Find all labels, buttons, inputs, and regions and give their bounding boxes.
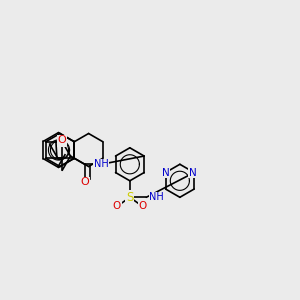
Text: NH: NH	[94, 159, 109, 169]
Text: O: O	[113, 200, 121, 211]
Text: O: O	[139, 200, 147, 211]
Text: N: N	[189, 167, 196, 178]
Text: N: N	[162, 167, 170, 178]
Text: O: O	[58, 137, 67, 147]
Text: NH: NH	[149, 192, 164, 202]
Text: S: S	[126, 191, 134, 204]
Text: O: O	[80, 177, 89, 187]
Text: O: O	[58, 135, 67, 145]
